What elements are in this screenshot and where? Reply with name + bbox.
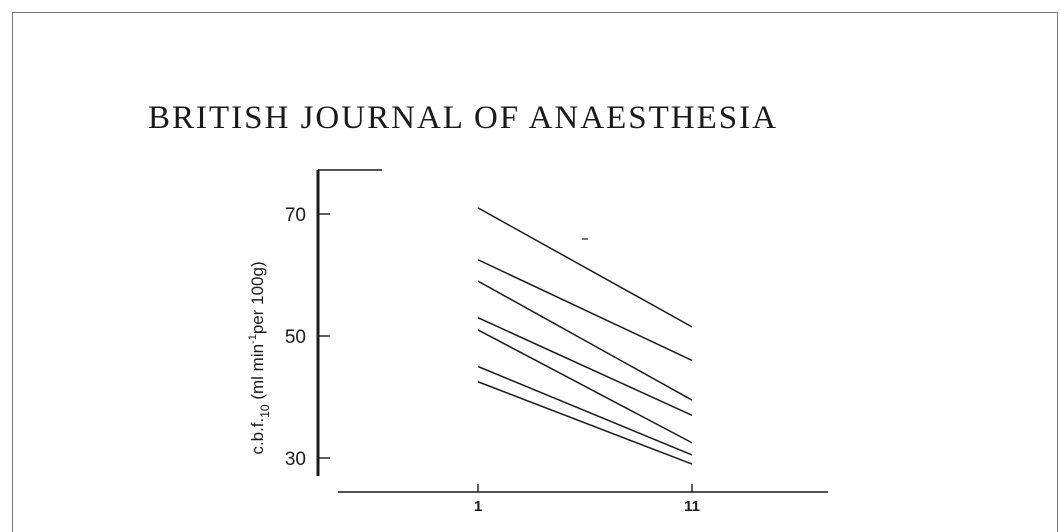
y-axis-label-main: c.b.f. — [248, 418, 267, 455]
y-tick-label-30: 30 — [285, 449, 306, 470]
page-frame — [12, 12, 1058, 532]
series-line-6 — [477, 365, 693, 456]
x-tick-label-11: 11 — [684, 498, 700, 515]
y-tick-label-50: 50 — [285, 327, 306, 348]
series-lines — [477, 207, 693, 465]
x-tick-label-1: 1 — [474, 498, 482, 515]
y-tick-label-70: 70 — [285, 205, 306, 226]
journal-title: BRITISH JOURNAL OF ANAESTHESIA — [148, 100, 778, 136]
series-line-7 — [477, 381, 693, 465]
series-line-3 — [477, 280, 693, 401]
series-line-2 — [477, 259, 693, 362]
series-line-1 — [477, 207, 693, 328]
y-ticks: 30 50 70 — [285, 205, 330, 470]
series-line-5 — [477, 329, 693, 444]
y-axis-label-unit-sup: -1 — [247, 334, 259, 344]
series-line-4 — [477, 317, 693, 416]
y-axis-label-subscript: 10 — [258, 404, 272, 418]
y-axis-label-unit-open: (ml min — [248, 344, 267, 400]
x-ticks: 1 11 — [474, 484, 700, 515]
y-axis-label: c.b.f.10 (ml min-1per 100g) — [247, 261, 272, 454]
y-axis-label-unit-close: per 100g) — [248, 261, 267, 334]
